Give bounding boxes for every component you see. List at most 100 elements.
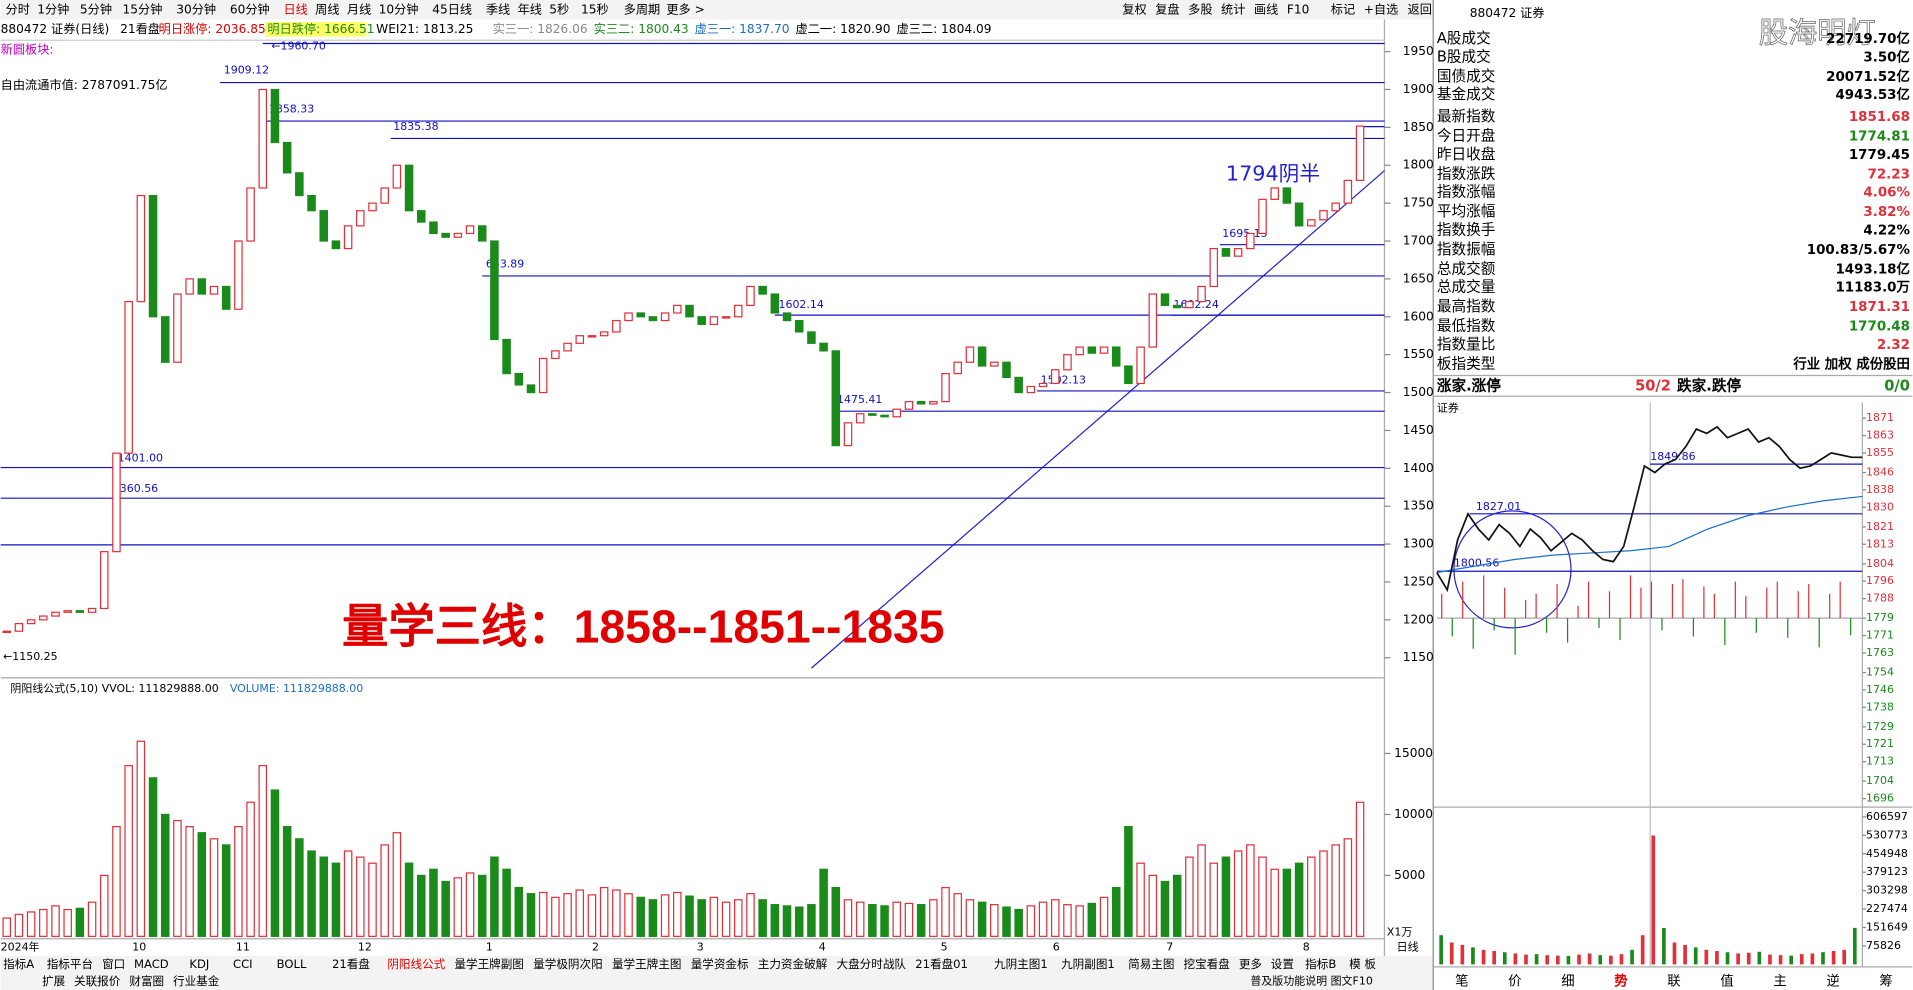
candle <box>124 301 133 454</box>
action-tab[interactable]: 统计 <box>1221 2 1245 16</box>
period-tab[interactable]: 5分钟 <box>80 1 112 16</box>
period-tab[interactable]: 季线 <box>486 2 510 16</box>
ext-tab[interactable]: 财富圈 <box>129 974 164 988</box>
intraday-tab[interactable]: 值 <box>1720 973 1733 989</box>
volume-bar <box>1063 904 1072 937</box>
stat-value: 11183.0万 <box>1835 280 1909 296</box>
ext-tab[interactable]: 扩展 <box>42 974 66 988</box>
candle <box>100 551 109 610</box>
action-tab[interactable]: 标记 <box>1331 2 1355 16</box>
y-tick-label: 1500 <box>1403 385 1434 399</box>
indicator-tab[interactable]: 九阴副图1 <box>1061 957 1115 971</box>
y-tick-label: 530773 <box>1866 828 1908 841</box>
indicator-tab[interactable]: 量学王牌主图 <box>612 957 681 971</box>
indicator-tab[interactable]: 量学王牌副图 <box>454 957 523 971</box>
indicator-tab[interactable]: 更多 <box>1239 957 1262 971</box>
intraday-tab[interactable]: 势 <box>1614 972 1628 989</box>
intraday-tab[interactable]: 逆 <box>1826 973 1839 989</box>
action-tab[interactable]: 画线 <box>1254 2 1278 16</box>
period-tab[interactable]: 30分钟 <box>176 1 216 16</box>
help-link[interactable]: 普及版功能说明 图文F10 <box>1250 973 1372 987</box>
indicator-tab[interactable]: 大盘分时战队 <box>837 957 907 971</box>
action-tab[interactable]: 复权 <box>1122 2 1146 16</box>
period-tab[interactable]: 5秒 <box>549 2 569 16</box>
ext-tab[interactable]: 关联报价 <box>74 974 121 988</box>
candle <box>75 610 85 613</box>
period-tab[interactable]: 15分钟 <box>123 1 163 16</box>
indicator-tab[interactable]: 阴阳线公式 <box>387 957 445 971</box>
indicator-tab[interactable]: 模 板 <box>1349 957 1376 971</box>
action-tab[interactable]: 返回 <box>1408 2 1432 16</box>
intraday-volume-bar <box>1555 955 1560 965</box>
intraday-tab[interactable]: 价 <box>1508 974 1521 989</box>
ext-tab[interactable]: 行业基金 <box>173 974 220 988</box>
volume-bar <box>1233 850 1243 937</box>
indicator-tab[interactable]: 设置 <box>1271 957 1294 971</box>
period-tab[interactable]: 60分钟 <box>230 1 270 16</box>
action-tab[interactable]: F10 <box>1287 2 1310 16</box>
candle <box>551 350 560 360</box>
indicator-tab[interactable]: 量学极阴次阳 <box>533 957 602 971</box>
candle <box>148 194 158 318</box>
intraday-volume-bar <box>1460 944 1465 965</box>
indicator-tab[interactable]: 挖宝看盘 <box>1184 957 1231 971</box>
indicator-tab[interactable]: CCI <box>233 957 253 971</box>
volume-bar <box>685 895 694 937</box>
indicator-tab[interactable]: 九阴主图1 <box>994 957 1048 971</box>
level-label: 1827.01 <box>1476 500 1521 513</box>
period-tab[interactable]: 年线 <box>518 2 542 16</box>
volume-bar <box>880 905 889 937</box>
period-tab[interactable]: 45日线 <box>432 2 472 16</box>
stat-value: 2.32 <box>1877 338 1910 353</box>
y-tick-label: 1830 <box>1866 500 1894 513</box>
indicator-tab[interactable]: 指标平台 <box>47 957 93 971</box>
y-tick-label: 75826 <box>1866 939 1901 952</box>
volume-bar <box>977 901 987 937</box>
indicator-tab[interactable]: BOLL <box>277 957 307 971</box>
volume-bar <box>587 894 597 937</box>
candle <box>892 408 902 418</box>
period-tab[interactable]: 多周期 <box>624 2 661 16</box>
tab-bar <box>0 955 1434 990</box>
period-tab[interactable]: 月线 <box>347 2 371 16</box>
intraday-tab[interactable]: 主 <box>1773 973 1786 989</box>
period-tab[interactable]: 15秒 <box>581 2 609 16</box>
y-tick-label: 1846 <box>1866 466 1894 479</box>
indicator-tab[interactable]: 窗口 <box>102 957 125 971</box>
intraday-tab[interactable]: 筹 <box>1879 972 1892 989</box>
indicator-tab[interactable]: 主力资金破解 <box>758 957 828 971</box>
period-tab[interactable]: 分时 <box>6 2 30 16</box>
indicator-tab[interactable]: 量学资金标 <box>691 957 749 971</box>
action-tab[interactable]: 复盘 <box>1155 1 1179 16</box>
period-tab[interactable]: 日线 <box>283 2 307 16</box>
indicator-tab[interactable]: 21看盘01 <box>915 957 968 971</box>
action-tab[interactable]: 多股 <box>1188 2 1212 16</box>
indicator-tab[interactable]: 21看盘 <box>332 957 370 971</box>
date-label: 3 <box>697 940 704 953</box>
period-tab[interactable]: 周线 <box>315 2 339 16</box>
intraday-volume-bar <box>1545 955 1550 965</box>
indicator-tab[interactable]: KDJ <box>189 957 209 971</box>
intraday-tab[interactable]: 联 <box>1667 973 1680 989</box>
intraday-volume-bar <box>1662 927 1666 965</box>
candle <box>807 331 816 344</box>
indicator-tab[interactable]: 简易主图 <box>1128 957 1174 971</box>
intraday-tab[interactable]: 笔 <box>1455 973 1468 989</box>
action-tab[interactable]: +自选 <box>1364 2 1399 16</box>
indicator-tab[interactable]: 指标A <box>3 957 34 971</box>
stat-label: 总成交额 <box>1437 259 1496 277</box>
indicator-tab[interactable]: MACD <box>134 957 169 971</box>
y-tick-label: 1950 <box>1403 44 1434 58</box>
intraday-volume-bar <box>1768 954 1772 965</box>
indicator-tab[interactable]: 指标B <box>1305 957 1336 971</box>
period-tab[interactable]: 1分钟 <box>37 1 69 16</box>
intraday-tab[interactable]: 细 <box>1561 973 1574 989</box>
candle <box>709 316 719 325</box>
volume-bar <box>916 904 926 937</box>
period-tab[interactable]: 10分钟 <box>379 1 419 16</box>
period-tab[interactable]: 更多 > <box>666 2 704 16</box>
volume-bar <box>1258 856 1267 937</box>
candle <box>1099 346 1109 354</box>
candle <box>1319 210 1328 221</box>
